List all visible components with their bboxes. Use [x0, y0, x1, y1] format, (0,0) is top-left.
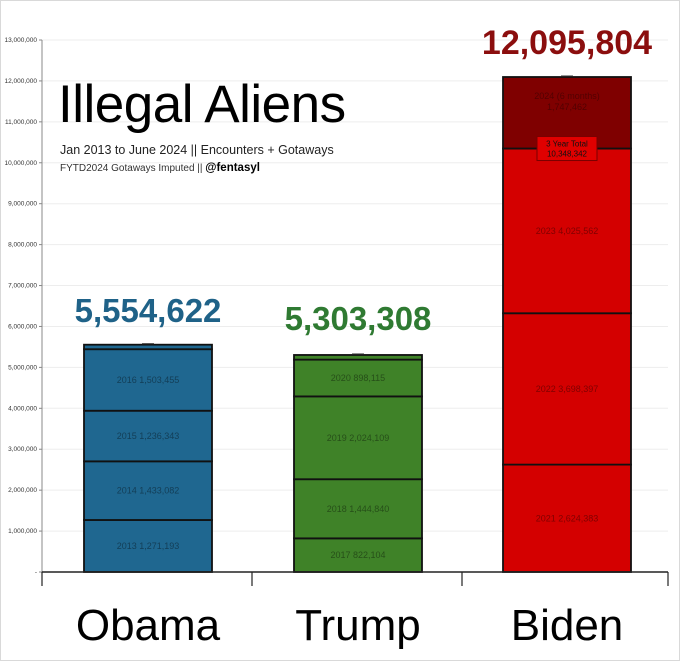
y-tick-label: 9,000,000 [8, 201, 37, 208]
callout-value: 10,348,342 [547, 150, 588, 159]
callout-title: 3 Year Total [546, 140, 588, 149]
y-tick-label: 12,000,000 [4, 78, 37, 85]
y-tick-label: 6,000,000 [8, 323, 37, 330]
segment-label: 2015 1,236,343 [117, 431, 180, 441]
category-label-trump: Trump [295, 601, 421, 650]
segment-label: 2023 4,025,562 [536, 226, 599, 236]
chart-subtitle: Jan 2013 to June 2024 || Encounters + Go… [60, 143, 334, 157]
y-tick-label: - [35, 569, 37, 576]
bar-segment [83, 343, 213, 351]
bars: 2013 1,271,193 2014 1,433,082 2015 1,236,3… [83, 75, 632, 573]
segment-label: 2016 1,503,455 [117, 375, 180, 385]
y-tick-label: 4,000,000 [8, 405, 37, 412]
y-tick-label: 7,000,000 [8, 283, 37, 290]
segment-label: 2022 3,698,397 [536, 384, 599, 394]
author-handle: @fentasyl [205, 162, 260, 174]
bar-segment [502, 312, 632, 466]
segment-value-label: 1,747,462 [547, 102, 587, 112]
category-label-obama: Obama [75, 601, 221, 650]
segment-label: 2013 1,271,193 [117, 541, 180, 551]
segment-label: 2021 2,624,383 [536, 513, 599, 523]
category-label-biden: Biden [510, 601, 624, 650]
total-label-trump: 5,303,308 [284, 300, 432, 337]
note-text: FYTD2024 Gotaways Imputed || [60, 163, 203, 174]
bar-segment [83, 460, 213, 521]
bar-segment [293, 395, 423, 481]
callout-box [536, 136, 598, 162]
y-tick-label: 1,000,000 [8, 528, 37, 535]
y-tick-label: 8,000,000 [8, 242, 37, 249]
y-tick-label: 5,000,000 [8, 364, 37, 371]
segment-label: 2019 2,024,109 [327, 433, 390, 443]
x-axis [41, 571, 669, 586]
y-tick-label: 11,000,000 [5, 119, 37, 126]
chart-note: FYTD2024 Gotaways Imputed || @fentasyl [60, 162, 260, 174]
segment-label: 2014 1,433,082 [117, 486, 180, 496]
y-tick-label: 3,000,000 [8, 446, 37, 453]
segment-label: 2020 898,115 [331, 373, 385, 383]
segment-label: 2018 1,444,840 [327, 504, 390, 514]
y-tick-label: 10,000,000 [4, 160, 37, 167]
bar-segment [293, 354, 423, 361]
bar-segment [502, 463, 632, 573]
segment-label: 2024 (6 months) [534, 91, 600, 101]
segment-label: 2017 822,104 [330, 550, 385, 560]
bar-segment [502, 147, 632, 315]
total-label-obama: 5,554,622 [74, 292, 222, 329]
bar-segment [293, 358, 423, 398]
chart-title: Illegal Aliens [58, 75, 346, 134]
y-tick-label: 13,000,000 [4, 37, 37, 44]
y-axis: - 1,000,000 2,000,000 3,000,000 4,000,000 5,0… [4, 37, 43, 576]
total-label-biden: 12,095,804 [481, 24, 653, 62]
y-tick-label: 2,000,000 [8, 487, 37, 494]
bar-segment [293, 478, 423, 540]
